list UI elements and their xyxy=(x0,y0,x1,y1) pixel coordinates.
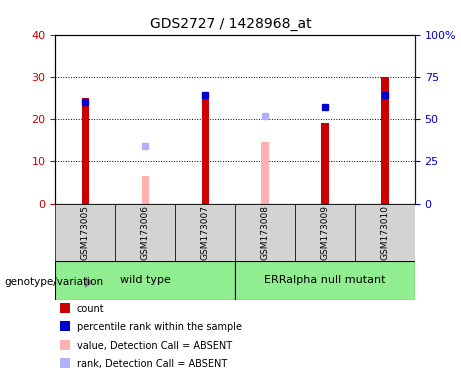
Bar xyxy=(295,204,355,261)
Text: count: count xyxy=(77,304,105,314)
Bar xyxy=(175,204,235,261)
Text: ERRalpha null mutant: ERRalpha null mutant xyxy=(264,275,386,285)
Bar xyxy=(355,204,415,261)
Text: GSM173010: GSM173010 xyxy=(380,205,390,260)
Text: GSM173007: GSM173007 xyxy=(201,205,210,260)
Bar xyxy=(201,96,209,204)
Bar xyxy=(82,98,89,204)
Bar xyxy=(115,204,175,261)
Text: GDS2727 / 1428968_at: GDS2727 / 1428968_at xyxy=(150,17,311,31)
Bar xyxy=(55,204,115,261)
Text: percentile rank within the sample: percentile rank within the sample xyxy=(77,322,242,332)
Text: GSM173005: GSM173005 xyxy=(81,205,90,260)
Text: GSM173009: GSM173009 xyxy=(320,205,330,260)
Bar xyxy=(142,176,149,204)
Bar xyxy=(261,142,269,204)
Text: GSM173008: GSM173008 xyxy=(260,205,270,260)
Bar xyxy=(235,204,295,261)
Polygon shape xyxy=(85,277,92,287)
Bar xyxy=(235,261,415,300)
Text: GSM173006: GSM173006 xyxy=(141,205,150,260)
Bar xyxy=(55,261,235,300)
Text: rank, Detection Call = ABSENT: rank, Detection Call = ABSENT xyxy=(77,359,227,369)
Text: genotype/variation: genotype/variation xyxy=(5,277,104,287)
Text: value, Detection Call = ABSENT: value, Detection Call = ABSENT xyxy=(77,341,232,351)
Text: wild type: wild type xyxy=(120,275,171,285)
Bar xyxy=(381,77,389,204)
Bar xyxy=(321,123,329,204)
